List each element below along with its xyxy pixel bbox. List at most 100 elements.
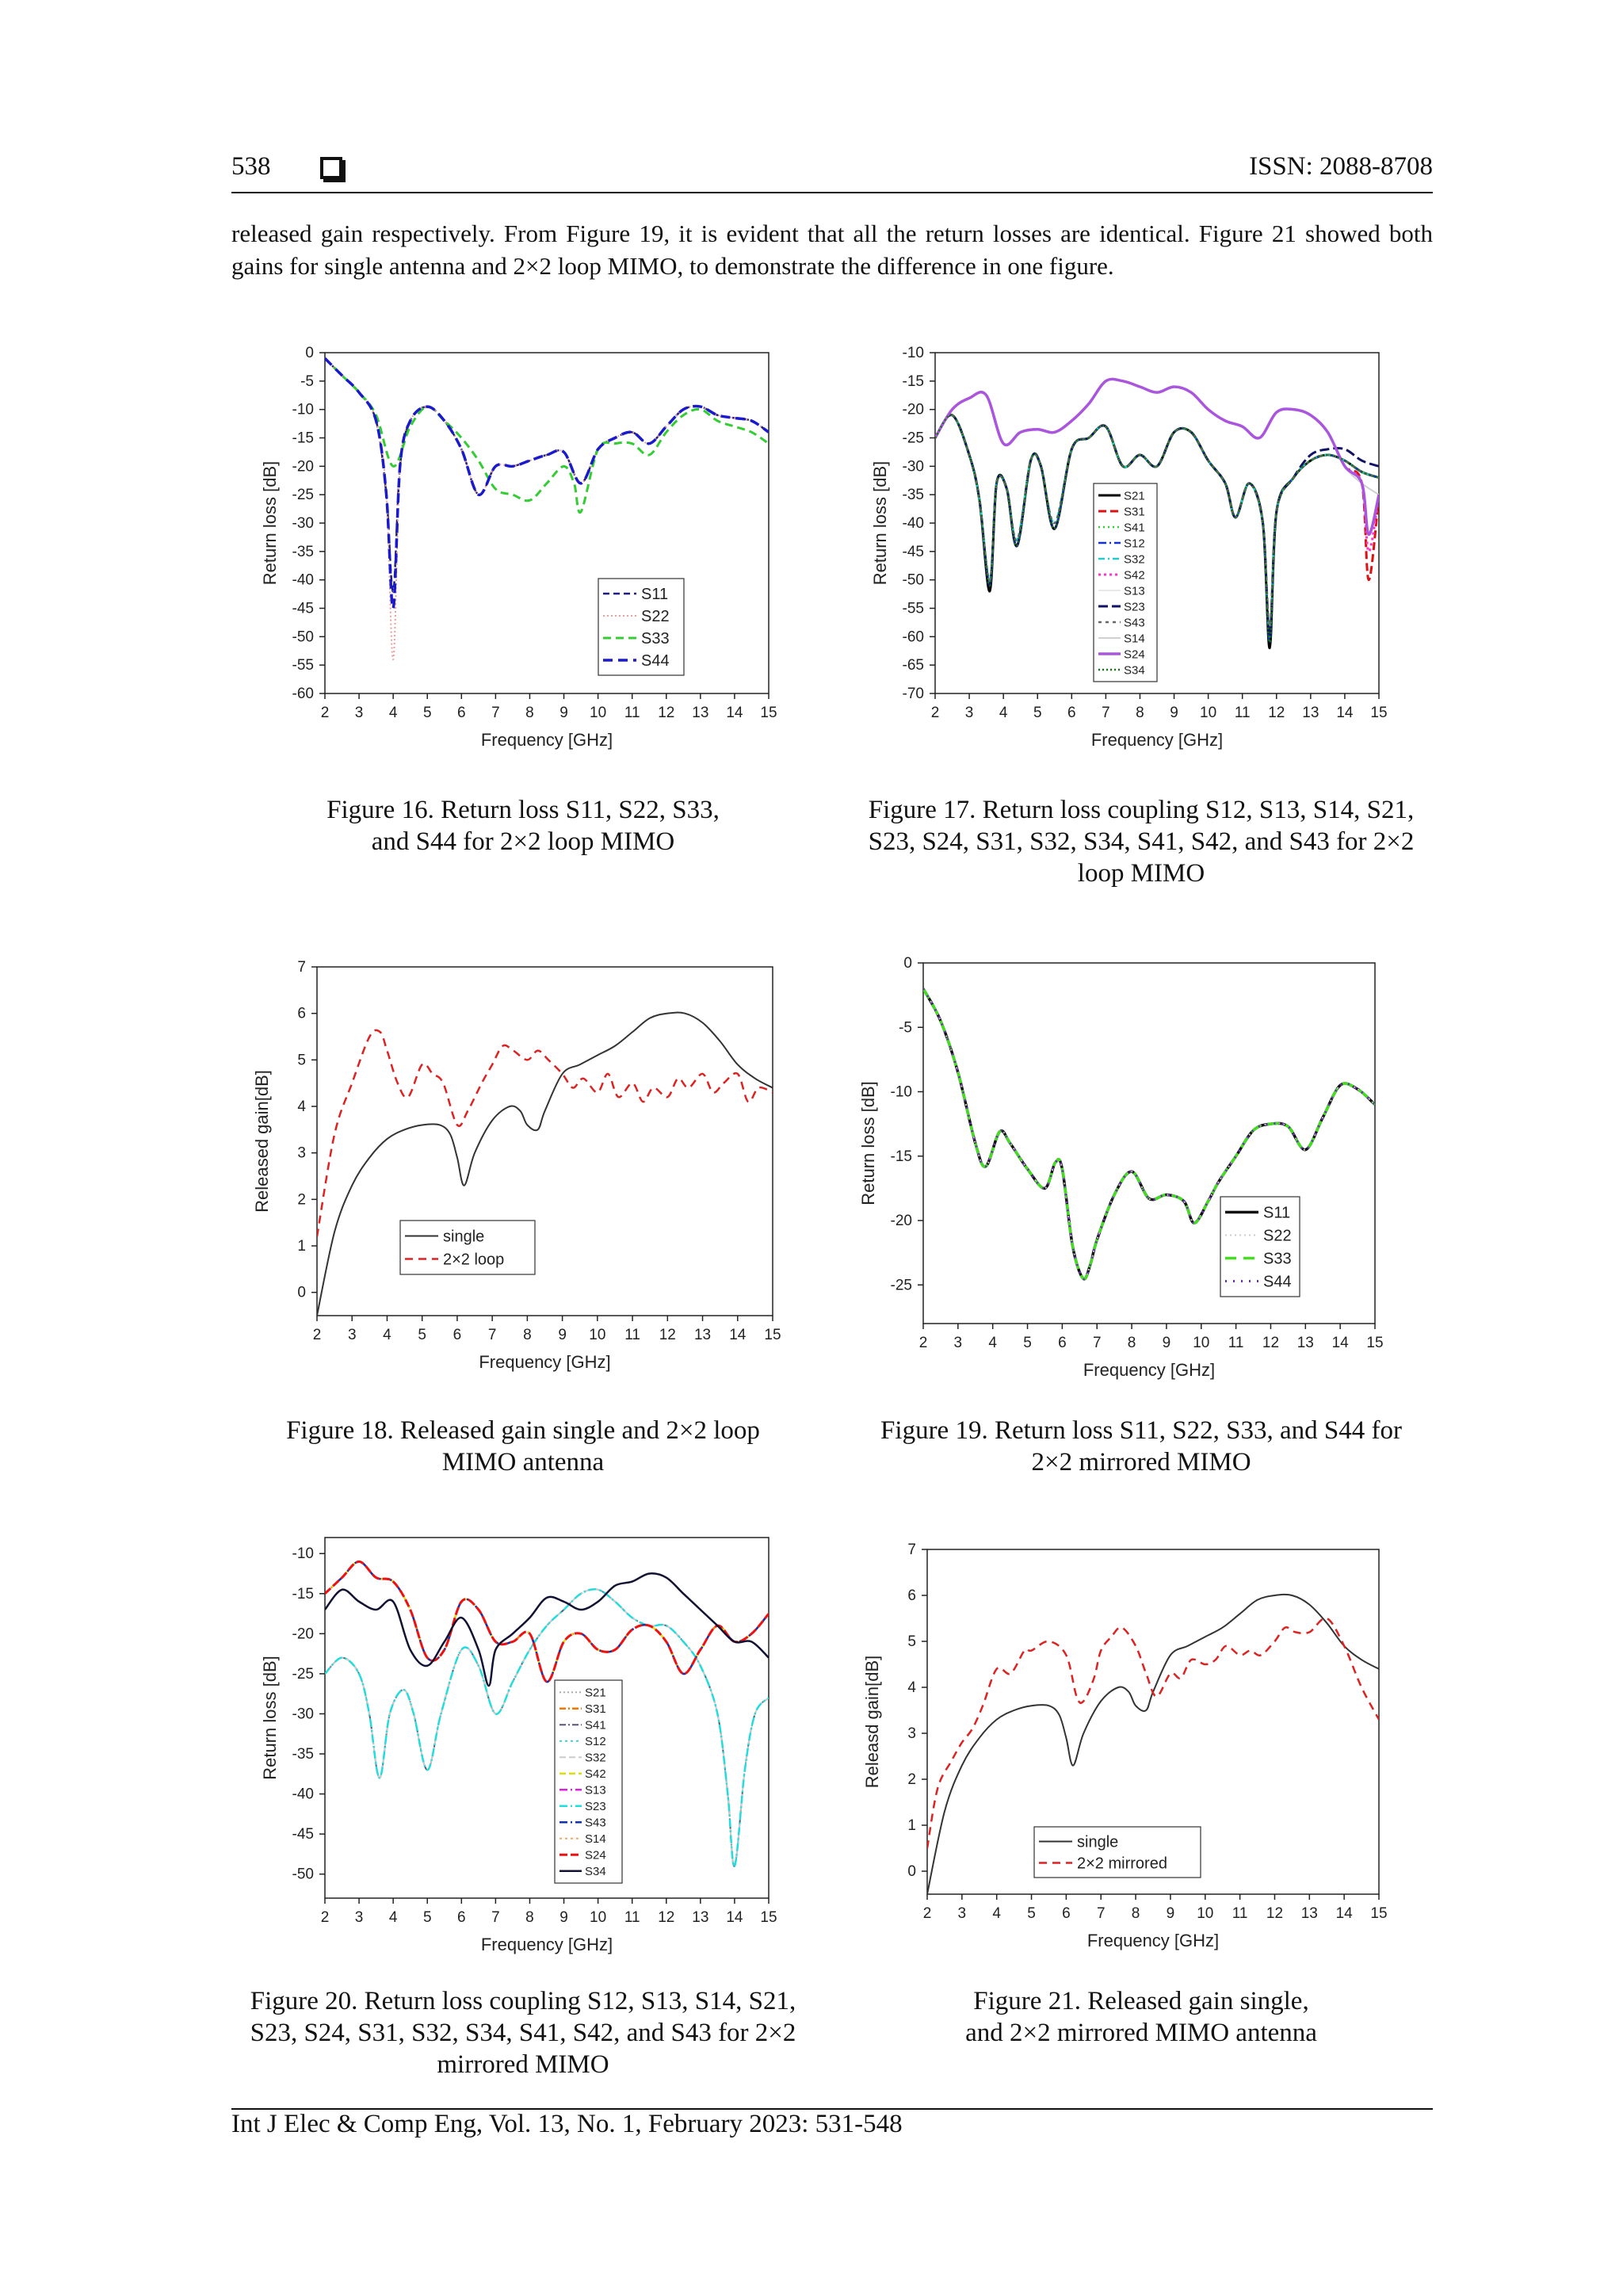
y-tick-label: 4 xyxy=(297,1098,306,1115)
series-line-s32 xyxy=(325,1588,769,1867)
x-tick-label: 6 xyxy=(1067,705,1076,721)
series-line-2-2-loop xyxy=(317,1029,773,1237)
y-tick-label: 0 xyxy=(907,1863,916,1880)
legend-label: S23 xyxy=(1124,600,1145,613)
x-tick-label: 2 xyxy=(923,1905,932,1922)
y-tick-label: 6 xyxy=(297,1006,306,1022)
x-tick-label: 14 xyxy=(1336,705,1354,721)
y-tick-label: 2 xyxy=(907,1771,916,1788)
legend-label: single xyxy=(443,1228,484,1246)
x-tick-label: 11 xyxy=(1228,1335,1244,1351)
y-tick-label: -20 xyxy=(903,402,924,418)
x-tick-label: 2 xyxy=(321,705,330,721)
series-line-s24 xyxy=(935,377,1379,537)
y-tick-label: -20 xyxy=(292,1626,314,1642)
legend-label: S34 xyxy=(1124,663,1145,677)
legend-label: S22 xyxy=(641,608,670,625)
x-tick-label: 9 xyxy=(1170,705,1178,721)
figure-16-caption: Figure 16. Return loss S11, S22, S33, an… xyxy=(262,794,785,858)
x-tick-label: 2 xyxy=(931,705,940,721)
y-tick-label: -30 xyxy=(903,458,924,475)
caption-line: and 2×2 mirrored MIMO antenna xyxy=(965,2019,1317,2047)
plot-frame xyxy=(316,966,773,1316)
x-tick-label: 12 xyxy=(1262,1335,1279,1351)
plot-frame xyxy=(922,962,1376,1324)
x-tick-label: 12 xyxy=(1268,705,1285,721)
x-tick-label: 13 xyxy=(1297,1335,1314,1351)
x-tick-label: 7 xyxy=(488,1327,497,1343)
x-tick-label: 10 xyxy=(1197,1905,1213,1922)
legend-label: S43 xyxy=(585,1817,606,1830)
x-tick-label: 7 xyxy=(1093,1335,1102,1351)
legend-label: S31 xyxy=(585,1702,606,1716)
y-tick-label: -10 xyxy=(891,1084,912,1101)
legend-label: S24 xyxy=(1124,648,1145,661)
x-tick-label: 12 xyxy=(1266,1905,1283,1922)
legend-label: 2×2 loop xyxy=(443,1251,504,1269)
x-tick-label: 15 xyxy=(760,1909,777,1926)
caption-line: S23, S24, S31, S32, S34, S41, S42, and S… xyxy=(868,827,1415,856)
y-tick-label: 1 xyxy=(297,1238,306,1255)
legend-label: S12 xyxy=(1124,537,1145,550)
y-tick-label: -25 xyxy=(903,430,924,447)
x-tick-label: 5 xyxy=(1027,1905,1036,1922)
x-tick-label: 4 xyxy=(389,1909,398,1926)
x-axis-label: Frequency [GHz] xyxy=(1083,1360,1215,1380)
legend-label: 2×2 mirrored xyxy=(1077,1855,1167,1873)
y-tick-label: 1 xyxy=(907,1817,916,1834)
header-rule xyxy=(231,192,1433,193)
caption-line: Figure 17. Return loss coupling S12, S13… xyxy=(868,796,1415,824)
y-tick-label: 6 xyxy=(907,1587,916,1604)
legend-box xyxy=(1033,1826,1201,1878)
legend-label: S13 xyxy=(1124,584,1145,598)
series-line-s11 xyxy=(325,357,769,593)
legend-label: S32 xyxy=(585,1752,606,1765)
plot-frame xyxy=(926,1549,1380,1895)
figure-16-chart: 2 3 4 5 6 7 8 9 10 11 12 13 14 15 0 -5 -10 -15 -20 -25 -30 -3… xyxy=(260,345,777,750)
series-line-s23 xyxy=(325,1587,769,1867)
legend-box xyxy=(399,1220,536,1275)
series-line-s34 xyxy=(325,1572,769,1687)
x-tick-label: 13 xyxy=(1301,1905,1318,1922)
x-tick-label: 8 xyxy=(523,1327,532,1343)
y-tick-label: -10 xyxy=(292,1545,314,1562)
legend-label: S42 xyxy=(585,1767,606,1781)
x-tick-label: 4 xyxy=(389,705,398,721)
x-tick-label: 6 xyxy=(457,1909,466,1926)
legend-label: S21 xyxy=(585,1687,606,1700)
series-line-single xyxy=(927,1593,1379,1894)
series-line-s24 xyxy=(325,1560,769,1683)
plot-frame xyxy=(324,1537,769,1899)
y-tick-label: -50 xyxy=(292,1866,314,1883)
caption-line: loop MIMO xyxy=(1077,859,1205,888)
y-tick-label: 5 xyxy=(907,1633,916,1650)
caption-line: Figure 19. Return loss S11, S22, S33, an… xyxy=(880,1416,1402,1445)
y-tick-label: -35 xyxy=(903,487,924,503)
x-tick-label: 14 xyxy=(726,705,743,721)
y-tick-label: -45 xyxy=(292,1826,314,1843)
x-tick-label: 12 xyxy=(659,1327,676,1343)
x-tick-label: 15 xyxy=(1366,1335,1383,1351)
x-tick-label: 5 xyxy=(1023,1335,1032,1351)
y-tick-label: -50 xyxy=(903,572,924,589)
x-tick-label: 7 xyxy=(491,705,500,721)
x-tick-label: 10 xyxy=(1193,1335,1209,1351)
y-tick-label: -55 xyxy=(292,657,314,674)
x-tick-label: 11 xyxy=(1232,1905,1248,1922)
caption-line: Figure 21. Released gain single, xyxy=(973,1987,1309,2015)
y-tick-label: -20 xyxy=(891,1213,912,1229)
legend-label: S31 xyxy=(1124,505,1145,518)
x-tick-label: 3 xyxy=(348,1327,357,1343)
y-axis-label: Return loss [dB] xyxy=(858,1081,878,1205)
x-tick-label: 4 xyxy=(383,1327,391,1343)
y-tick-label: -30 xyxy=(292,515,314,532)
y-tick-label: -15 xyxy=(903,373,924,390)
x-tick-label: 3 xyxy=(954,1335,963,1351)
y-tick-label: -60 xyxy=(903,628,924,645)
legend-label: S41 xyxy=(585,1719,606,1733)
x-tick-label: 8 xyxy=(525,705,534,721)
y-tick-label: 0 xyxy=(903,955,912,972)
y-tick-label: 3 xyxy=(297,1145,306,1162)
x-tick-label: 5 xyxy=(423,1909,432,1926)
